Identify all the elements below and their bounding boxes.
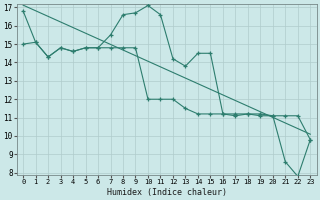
X-axis label: Humidex (Indice chaleur): Humidex (Indice chaleur) <box>107 188 227 197</box>
